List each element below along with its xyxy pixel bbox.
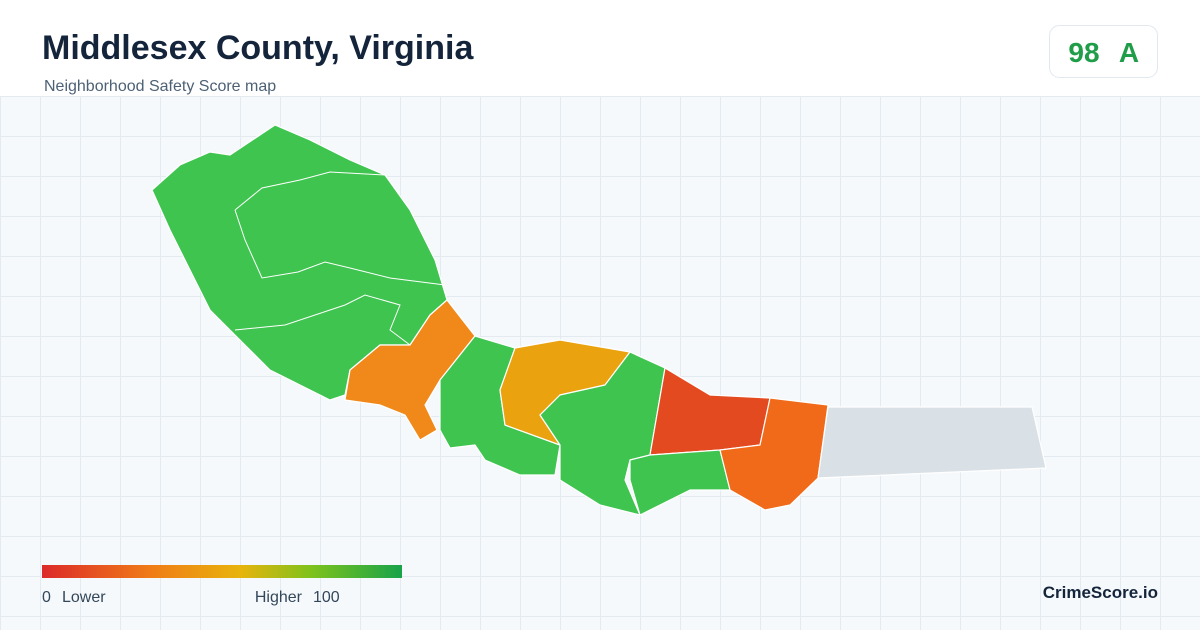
- grade: A: [1119, 37, 1139, 68]
- region-no-data: [817, 406, 1047, 479]
- region-border: [234, 171, 386, 211]
- score-badge: [1049, 25, 1158, 78]
- legend-max: 100: [313, 589, 340, 606]
- score: 98: [1068, 37, 1099, 68]
- header-band: [0, 0, 1200, 96]
- subtitle: Neighborhood Safety Score map: [44, 78, 276, 95]
- title: Middlesex County, Virginia: [42, 29, 474, 67]
- legend-min-label: Lower: [62, 589, 106, 606]
- legend-bar: [42, 565, 402, 578]
- brand: CrimeScore.io: [1043, 583, 1158, 602]
- county-map: [151, 124, 1047, 516]
- legend-max-label: Higher: [255, 589, 303, 606]
- region-border: [234, 209, 446, 286]
- region-border: [234, 294, 411, 346]
- legend-min: 0: [42, 589, 51, 606]
- region: [344, 299, 476, 441]
